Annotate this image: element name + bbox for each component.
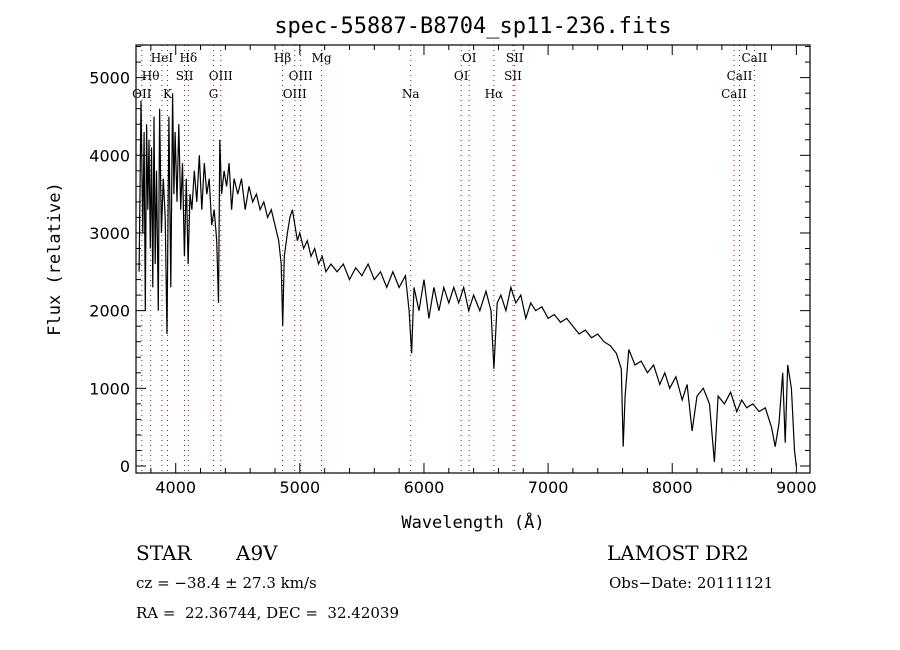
- spectral-line-label: Hθ: [142, 69, 160, 83]
- y-axis-label: Flux (relative): [45, 182, 65, 336]
- x-axis-label: Wavelength (Å): [401, 511, 544, 533]
- obs-date: Obs−Date: 20111121: [609, 574, 774, 592]
- y-tick-label: 3000: [89, 224, 130, 243]
- plot-frame: [135, 44, 811, 474]
- coordinates: RA = 22.36744, DEC = 32.42039: [136, 604, 400, 622]
- redshift-cz: cz = −38.4 ± 27.3 km/s: [136, 574, 317, 592]
- x-tick-label: 7000: [528, 478, 569, 497]
- spectral-line-label: SII: [506, 51, 524, 65]
- spectrum-line: [138, 93, 797, 467]
- x-tick-label: 9000: [776, 478, 817, 497]
- spectral-line-label: OIII: [289, 69, 313, 83]
- spectral-line-label: CaII: [741, 51, 767, 65]
- spectral-line-label: OIII: [209, 69, 233, 83]
- spectral-subclass: A9V: [236, 541, 278, 565]
- spectral-line-label: OIII: [283, 87, 307, 101]
- y-tick-label: 2000: [89, 302, 130, 321]
- y-tick-label: 1000: [89, 379, 130, 398]
- y-tick-label: 5000: [89, 69, 130, 88]
- spectral-line-label: Hδ: [180, 51, 198, 65]
- spectral-line-label: Hα: [485, 87, 504, 101]
- spectral-line-label: K: [163, 87, 173, 101]
- spectral-line-label: CaII: [721, 87, 747, 101]
- x-tick-label: 6000: [404, 478, 445, 497]
- spectral-line-label: Mg: [312, 51, 332, 65]
- spectral-line-label: OII: [132, 87, 152, 101]
- spectral-line-label: Hβ: [274, 51, 291, 65]
- spectral-line-label: OI: [462, 51, 477, 65]
- x-tick-label: 4000: [155, 478, 196, 497]
- spectral-line-label: SII: [176, 69, 194, 83]
- x-tick-label: 8000: [652, 478, 693, 497]
- survey-label: LAMOST DR2: [607, 541, 749, 565]
- spectral-line-label: G: [209, 87, 219, 101]
- spectral-line-label: OI: [454, 69, 469, 83]
- spectral-line-label: SII: [504, 69, 522, 83]
- chart-title: spec-55887-B8704_sp11-236.fits: [274, 14, 671, 39]
- x-tick-label: 5000: [279, 478, 320, 497]
- spectral-line-label: CaII: [727, 69, 753, 83]
- y-tick-label: 4000: [89, 146, 130, 165]
- object-class: STAR: [136, 541, 192, 565]
- y-tick-label: 0: [120, 457, 130, 476]
- spectral-line-label: Na: [402, 87, 420, 101]
- spectral-line-label: HeI: [151, 51, 174, 65]
